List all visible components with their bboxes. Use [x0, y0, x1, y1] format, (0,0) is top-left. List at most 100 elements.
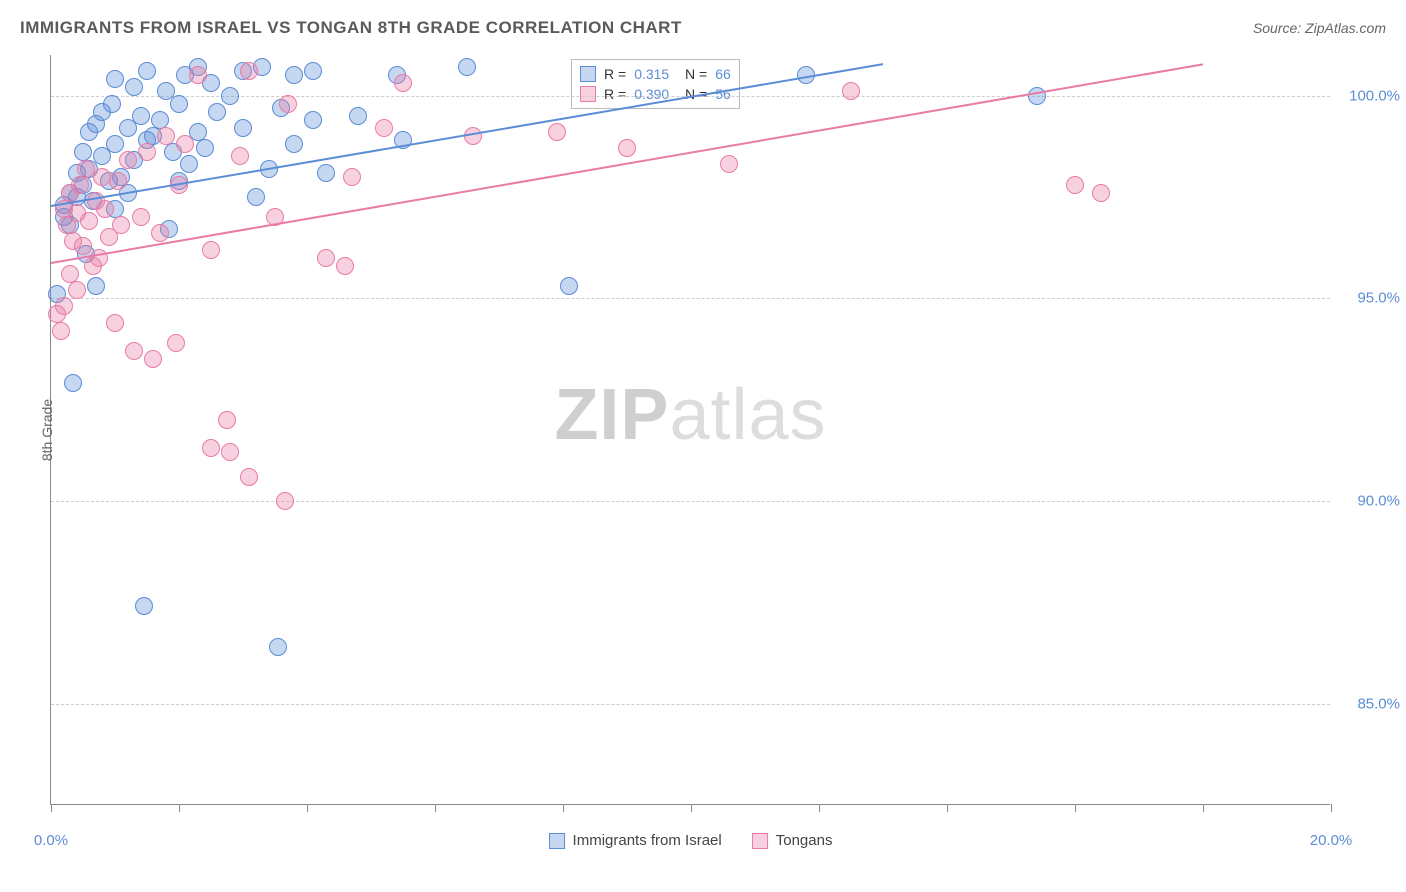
- scatter-point: [720, 155, 738, 173]
- scatter-point: [68, 281, 86, 299]
- scatter-point: [240, 468, 258, 486]
- y-tick-label: 100.0%: [1340, 87, 1400, 104]
- scatter-point: [336, 257, 354, 275]
- legend-swatch: [549, 833, 565, 849]
- scatter-point: [125, 78, 143, 96]
- legend-swatch: [752, 833, 768, 849]
- scatter-point: [231, 147, 249, 165]
- scatter-point: [144, 350, 162, 368]
- series-legend: Immigrants from Israel Tongans: [549, 832, 833, 849]
- scatter-point: [394, 74, 412, 92]
- scatter-point: [80, 212, 98, 230]
- scatter-point: [1028, 87, 1046, 105]
- n-value: 66: [715, 66, 731, 82]
- correlation-row: R = 0.315 N = 66: [580, 64, 731, 84]
- scatter-point: [112, 216, 130, 234]
- scatter-point: [458, 58, 476, 76]
- scatter-point: [221, 443, 239, 461]
- legend-label: Tongans: [776, 832, 833, 849]
- x-tick: [691, 804, 692, 812]
- chart-title: IMMIGRANTS FROM ISRAEL VS TONGAN 8TH GRA…: [20, 18, 682, 38]
- scatter-point: [548, 123, 566, 141]
- scatter-point: [106, 70, 124, 88]
- x-tick: [307, 804, 308, 812]
- scatter-point: [218, 411, 236, 429]
- scatter-point: [317, 249, 335, 267]
- r-value: 0.315: [634, 66, 669, 82]
- scatter-point: [285, 66, 303, 84]
- scatter-point: [202, 241, 220, 259]
- watermark: ZIPatlas: [554, 374, 826, 456]
- scatter-point: [151, 224, 169, 242]
- x-tick: [947, 804, 948, 812]
- scatter-point: [234, 119, 252, 137]
- gridline: [51, 298, 1330, 299]
- y-tick-label: 85.0%: [1340, 695, 1400, 712]
- scatter-point: [276, 492, 294, 510]
- scatter-point: [375, 119, 393, 137]
- scatter-point: [189, 66, 207, 84]
- y-axis-label: 8th Grade: [39, 398, 55, 460]
- title-bar: IMMIGRANTS FROM ISRAEL VS TONGAN 8TH GRA…: [20, 18, 1386, 38]
- x-tick: [51, 804, 52, 812]
- scatter-point: [74, 237, 92, 255]
- scatter-point: [132, 107, 150, 125]
- scatter-point: [269, 638, 287, 656]
- scatter-point: [464, 127, 482, 145]
- scatter-point: [1066, 176, 1084, 194]
- scatter-point: [106, 314, 124, 332]
- scatter-point: [343, 168, 361, 186]
- legend-swatch: [580, 86, 596, 102]
- y-tick-label: 90.0%: [1340, 492, 1400, 509]
- scatter-point: [71, 176, 89, 194]
- scatter-point: [180, 155, 198, 173]
- x-tick: [1331, 804, 1332, 812]
- scatter-point: [109, 172, 127, 190]
- y-tick-label: 95.0%: [1340, 290, 1400, 307]
- source-attribution: Source: ZipAtlas.com: [1253, 20, 1386, 36]
- scatter-point: [167, 334, 185, 352]
- scatter-point: [240, 62, 258, 80]
- scatter-point: [304, 111, 322, 129]
- legend-swatch: [580, 66, 596, 82]
- legend-item: Tongans: [752, 832, 833, 849]
- scatter-point: [106, 135, 124, 153]
- r-label: R =: [604, 86, 626, 102]
- scatter-point: [202, 439, 220, 457]
- scatter-point: [138, 62, 156, 80]
- scatter-point: [55, 297, 73, 315]
- r-label: R =: [604, 66, 626, 82]
- scatter-point: [90, 249, 108, 267]
- legend-item: Immigrants from Israel: [549, 832, 722, 849]
- scatter-point: [125, 342, 143, 360]
- scatter-point: [221, 87, 239, 105]
- x-tick: [1203, 804, 1204, 812]
- scatter-point: [247, 188, 265, 206]
- x-tick: [179, 804, 180, 812]
- x-tick: [1075, 804, 1076, 812]
- scatter-point: [64, 374, 82, 392]
- x-tick: [819, 804, 820, 812]
- x-tick-label: 0.0%: [34, 832, 68, 849]
- scatter-point: [176, 135, 194, 153]
- scatter-point: [103, 95, 121, 113]
- scatter-point: [119, 151, 137, 169]
- x-tick: [435, 804, 436, 812]
- x-tick: [563, 804, 564, 812]
- gridline: [51, 704, 1330, 705]
- scatter-point: [87, 277, 105, 295]
- scatter-point: [170, 95, 188, 113]
- scatter-point: [1092, 184, 1110, 202]
- scatter-point: [196, 139, 214, 157]
- scatter-point: [618, 139, 636, 157]
- scatter-point: [52, 322, 70, 340]
- n-label: N =: [677, 66, 707, 82]
- scatter-point: [157, 127, 175, 145]
- scatter-point: [560, 277, 578, 295]
- scatter-point: [304, 62, 322, 80]
- scatter-point: [135, 597, 153, 615]
- scatter-point: [132, 208, 150, 226]
- scatter-point: [96, 200, 114, 218]
- scatter-plot-area: 8th Grade ZIPatlas R =0.315 N =66R =0.39…: [50, 55, 1330, 805]
- legend-label: Immigrants from Israel: [573, 832, 722, 849]
